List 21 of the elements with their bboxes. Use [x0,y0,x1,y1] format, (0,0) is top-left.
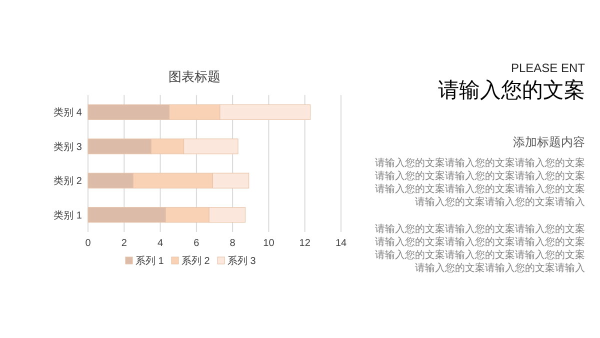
x-tick-label: 14 [335,238,347,249]
y-tick-label: 类别 2 [54,175,82,188]
x-tick-label: 8 [230,238,236,249]
y-tick-label: 类别 1 [54,209,82,222]
y-tick-label: 类别 3 [54,140,82,153]
x-tick-label: 0 [85,238,92,249]
x-tick-label: 4 [158,238,164,249]
legend-label: 系列 1 [136,255,164,267]
x-tick-label: 10 [263,238,275,249]
x-tick-label: 2 [121,238,128,249]
legend-label: 系列 2 [182,255,210,267]
text: PLEASE ENT [510,61,586,75]
y-tick-label: 类别 4 [54,106,82,119]
text: 请输入您的文案请输入您的文案请输入您的文案请输入您的文案请输入您的文案请输入您的文案请输入您的文案请输入您的文案请输入您的文案请输入您的文案请输入您的文案请输入 [375,157,585,208]
legend-label: 系列 3 [228,255,256,267]
text: 请输入您的文案请输入您的文案请输入您的文案请输入您的文案请输入您的文案请输入您的文案请输入您的文案请输入您的文案请输入您的文案请输入您的文案请输入您的文案请输入 [375,223,585,274]
x-tick-label: 12 [299,238,311,249]
chart-title: 图表标题 [168,69,220,84]
text: 添加标题内容 [513,135,585,149]
x-tick-label: 6 [194,238,200,249]
text: 请输入您的文案 [438,78,585,102]
